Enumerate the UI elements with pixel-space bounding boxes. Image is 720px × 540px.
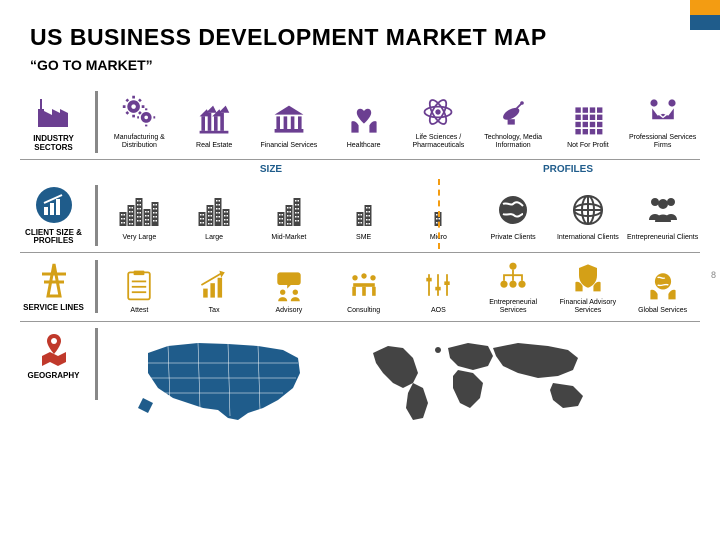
item-buildings-4: Large (177, 190, 251, 242)
item-label: Healthcare (327, 142, 401, 150)
item-org-chart: Entrepreneurial Services (476, 259, 550, 314)
row-label: GEOGRAPHY (20, 372, 87, 381)
item-label: Attest (102, 307, 176, 315)
item-speech-people: Advisory (252, 267, 326, 315)
section-headers: SIZE PROFILES (106, 160, 700, 179)
page-subtitle: “GO TO MARKET” (30, 57, 700, 73)
row-label: CLIENT SIZE & PROFILES (20, 229, 87, 247)
size-header: SIZE (106, 164, 436, 175)
item-label: Mid-Market (252, 234, 326, 242)
item-label: Financial Services (252, 142, 326, 150)
item-label: Life Sciences / Pharmaceuticals (401, 134, 475, 149)
item-label: Financial Advisory Services (551, 299, 625, 314)
row-label: SERVICE LINES (20, 304, 87, 313)
item-buildings-2: SME (327, 190, 401, 242)
item-handshake: Professional Services Firms (626, 94, 700, 149)
usa-map-icon (128, 328, 318, 428)
item-label: Tax (177, 307, 251, 315)
item-label: Manufacturing & Distribution (102, 134, 176, 149)
item-gears: Manufacturing & Distribution (102, 94, 176, 149)
item-globe-hands: Global Services (626, 267, 700, 315)
page-title: US BUSINESS DEVELOPMENT MARKET MAP (30, 24, 700, 51)
item-meeting: Consulting (327, 267, 401, 315)
profiles-header: PROFILES (436, 164, 700, 175)
row-client-size: CLIENT SIZE & PROFILES Very LargeLargeMi… (20, 179, 700, 254)
item-label: Entrepreneurial Services (476, 299, 550, 314)
item-building-columns: Real Estate (177, 102, 251, 150)
factory-icon (34, 91, 74, 131)
item-checklist: Attest (102, 267, 176, 315)
item-atom: Life Sciences / Pharmaceuticals (401, 94, 475, 149)
item-chart-up: Tax (177, 267, 251, 315)
item-satellite: Technology, Media Information (476, 94, 550, 149)
item-people: Entrepreneurial Clients (626, 190, 700, 242)
map-pin-icon (34, 328, 74, 368)
item-buildings-5: Very Large (102, 190, 176, 242)
item-label: Consulting (327, 307, 401, 315)
world-map-icon (358, 328, 598, 428)
item-label: Professional Services Firms (626, 134, 700, 149)
item-label: SME (327, 234, 401, 242)
item-label: Private Clients (476, 234, 550, 242)
item-globe-lines: International Clients (551, 190, 625, 242)
item-label: International Clients (551, 234, 625, 242)
row-industry-sectors: INDUSTRY SECTORS Manufacturing & Distrib… (20, 85, 700, 160)
item-label: Entrepreneurial Clients (626, 234, 700, 242)
item-label: Global Services (626, 307, 700, 315)
item-sliders: AOS (401, 267, 475, 315)
item-label: Advisory (252, 307, 326, 315)
corner-accent (690, 0, 720, 30)
row-service-lines: SERVICE LINES AttestTaxAdvisoryConsultin… (20, 253, 700, 321)
item-hands-heart: Healthcare (327, 102, 401, 150)
item-globe: Private Clients (476, 190, 550, 242)
item-label: Not For Profit (551, 142, 625, 150)
item-buildings-3: Mid-Market (252, 190, 326, 242)
item-label: Large (177, 234, 251, 242)
item-label: Technology, Media Information (476, 134, 550, 149)
pylon-icon (34, 260, 74, 300)
chart-icon (34, 185, 74, 225)
row-geography: GEOGRAPHY (20, 322, 700, 428)
item-label: Real Estate (177, 142, 251, 150)
item-label: AOS (401, 307, 475, 315)
item-bank: Financial Services (252, 102, 326, 150)
item-shield-hands: Financial Advisory Services (551, 259, 625, 314)
item-grid: Not For Profit (551, 102, 625, 150)
page-number: 8 (711, 270, 716, 280)
row-label: INDUSTRY SECTORS (20, 135, 87, 153)
item-label: Very Large (102, 234, 176, 242)
